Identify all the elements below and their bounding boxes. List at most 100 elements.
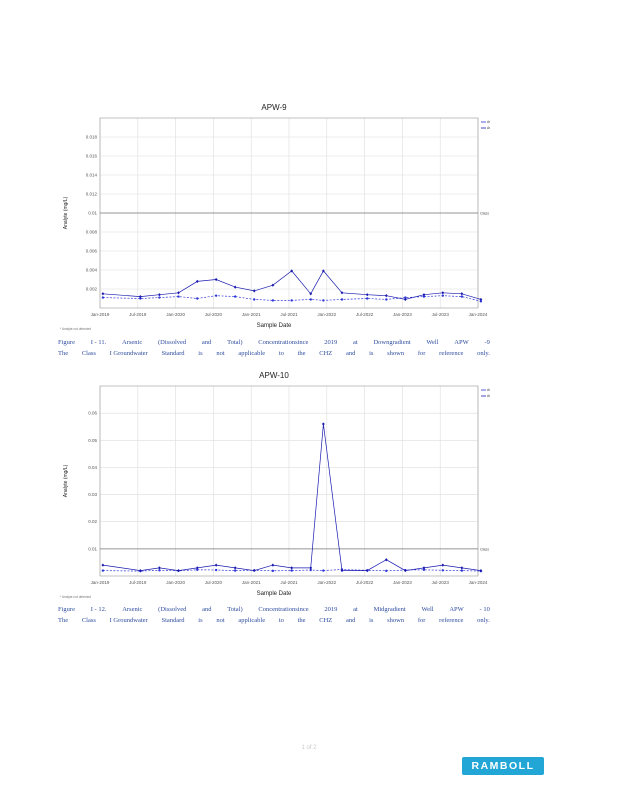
x-tick-label: Jan-2023 bbox=[393, 580, 412, 585]
chart-title: APW-10 bbox=[259, 371, 289, 380]
x-tick-label: Jan-2024 bbox=[469, 580, 488, 585]
caption-word: I - 11. bbox=[90, 339, 107, 346]
data-point-series-2 bbox=[422, 566, 426, 570]
data-point-series-2 bbox=[101, 292, 105, 296]
data-point-series-2 bbox=[271, 563, 275, 567]
caption-line1: Figure I - 12. Arsenic (Dissolved and Total) C… bbox=[58, 604, 490, 615]
x-tick-label: Jul-2023 bbox=[432, 312, 450, 317]
caption-word: Concentrationsince bbox=[258, 606, 309, 613]
caption-word: Class bbox=[81, 617, 96, 624]
data-point-series-1 bbox=[309, 298, 312, 301]
caption-word: to bbox=[278, 350, 284, 357]
data-point-series-2 bbox=[460, 566, 464, 570]
y-tick-label: 0.008 bbox=[86, 230, 98, 235]
caption-word: and bbox=[201, 339, 212, 346]
data-point-series-1 bbox=[322, 299, 325, 302]
data-point-series-2 bbox=[403, 297, 407, 302]
data-point-series-1 bbox=[214, 568, 218, 572]
apw10-chart-svg: APW-10 Jan-2019 Jul-2019 Jan-2020 Jul-2020 Ja… bbox=[60, 371, 535, 599]
data-point-series-1 bbox=[460, 569, 464, 572]
data-point-series-2 bbox=[321, 269, 325, 273]
data-point-series-2 bbox=[177, 291, 180, 295]
x-tick-label: Jan-2019 bbox=[91, 580, 110, 585]
caption-word: is bbox=[198, 350, 203, 357]
data-point-series-2 bbox=[321, 422, 325, 426]
data-point-series-2 bbox=[177, 568, 180, 573]
data-point-series-1 bbox=[253, 298, 256, 301]
chart-footnote: * Analyte not detected bbox=[60, 595, 91, 599]
caption-word: Arsenic bbox=[121, 339, 143, 346]
data-point-series-1 bbox=[196, 297, 199, 300]
legend-label: As, Dissolved mg/L bbox=[487, 388, 490, 392]
data-point-series-1 bbox=[385, 298, 388, 301]
data-point-series-2 bbox=[290, 269, 294, 273]
x-tick-label: Jul-2021 bbox=[280, 580, 298, 585]
caption-word: for bbox=[417, 350, 426, 357]
chart-footnote: * Analyte not detected bbox=[60, 327, 91, 331]
x-axis-title: Sample Date bbox=[257, 591, 292, 597]
data-point-series-2 bbox=[138, 295, 142, 299]
apw9-chart-svg: APW-9 Jan-2019 Jul-2019 Jan-2020 Jul-2020 Jan… bbox=[60, 103, 535, 331]
x-tick-label: Jul-2022 bbox=[356, 580, 374, 585]
y-tick-label: 0.03 bbox=[88, 492, 97, 497]
caption-word: 2019 bbox=[324, 339, 338, 346]
data-point-series-2 bbox=[233, 285, 237, 289]
caption-word: only. bbox=[477, 617, 490, 624]
ramboll-logo: RAMBOLL bbox=[462, 757, 544, 775]
caption-word: and bbox=[345, 350, 356, 357]
caption-word: APW bbox=[449, 606, 464, 613]
data-point-series-1 bbox=[101, 569, 105, 572]
data-point-series-2 bbox=[195, 279, 199, 283]
caption-word: Figure bbox=[58, 606, 75, 613]
caption-word: is bbox=[198, 617, 203, 624]
caption-line2: The Class I Groundwater Standard is not applic… bbox=[58, 615, 490, 626]
data-point-series-1 bbox=[158, 296, 161, 299]
x-tick-label: Jul-2020 bbox=[205, 580, 223, 585]
caption-word: CHZ bbox=[319, 617, 333, 624]
data-point-series-1 bbox=[422, 295, 426, 298]
data-point-series-1 bbox=[233, 295, 237, 298]
legend-label: As, Dissolved mg/L bbox=[487, 120, 490, 124]
data-point-series-2 bbox=[271, 283, 275, 287]
data-point-series-2 bbox=[340, 291, 344, 295]
apw9-chart: APW-9 Jan-2019 Jul-2019 Jan-2020 Jul-2020 Jan… bbox=[58, 100, 535, 336]
data-point-series-2 bbox=[479, 297, 483, 302]
data-point-series-2 bbox=[195, 566, 199, 570]
caption-word: and bbox=[345, 617, 356, 624]
data-point-series-1 bbox=[340, 298, 344, 301]
x-tick-label: Jan-2022 bbox=[317, 580, 336, 585]
series-line-1 bbox=[102, 295, 481, 302]
plot-frame bbox=[99, 385, 479, 577]
data-point-series-1 bbox=[460, 295, 464, 298]
data-point-series-1 bbox=[214, 294, 218, 297]
caption-line2: The Class I Groundwater Standard is not applic… bbox=[58, 348, 490, 359]
caption-line1: Figure I - 11. Arsenic (Dissolved and Total) C… bbox=[58, 337, 490, 348]
y-tick-label: 0.012 bbox=[86, 192, 98, 197]
apw10-chart: APW-10 Jan-2019 Jul-2019 Jan-2020 Jul-2020 Ja… bbox=[58, 368, 535, 604]
caption-word: not bbox=[216, 350, 225, 357]
caption-word: and bbox=[202, 606, 212, 613]
caption-word: the bbox=[297, 617, 306, 624]
chart-title: APW-9 bbox=[261, 103, 287, 112]
caption-word: at bbox=[353, 606, 358, 613]
x-tick-label: Jul-2023 bbox=[432, 580, 450, 585]
data-point-series-2 bbox=[384, 558, 388, 562]
y-tick-label: 0.004 bbox=[86, 268, 98, 273]
data-point-series-2 bbox=[158, 293, 161, 297]
y-tick-label: 0.002 bbox=[86, 287, 98, 292]
caption-word: 2019 bbox=[324, 606, 338, 613]
caption-word: at bbox=[352, 339, 358, 346]
caption-word: -9 bbox=[484, 339, 490, 346]
caption-word: The bbox=[58, 617, 69, 624]
data-point-series-1 bbox=[233, 569, 237, 572]
x-tick-label: Jan-2021 bbox=[242, 312, 261, 317]
y-axis-title: Analyte (mg/L) bbox=[63, 196, 69, 229]
data-point-series-1 bbox=[196, 568, 199, 571]
data-point-series-2 bbox=[252, 289, 256, 293]
x-tick-label: Jul-2022 bbox=[356, 312, 374, 317]
caption-word: (Dissolved bbox=[158, 606, 187, 613]
x-tick-label: Jul-2019 bbox=[129, 312, 147, 317]
x-tick-label: Jul-2021 bbox=[280, 312, 298, 317]
data-point-series-1 bbox=[177, 295, 180, 298]
data-point-series-1 bbox=[139, 297, 142, 300]
